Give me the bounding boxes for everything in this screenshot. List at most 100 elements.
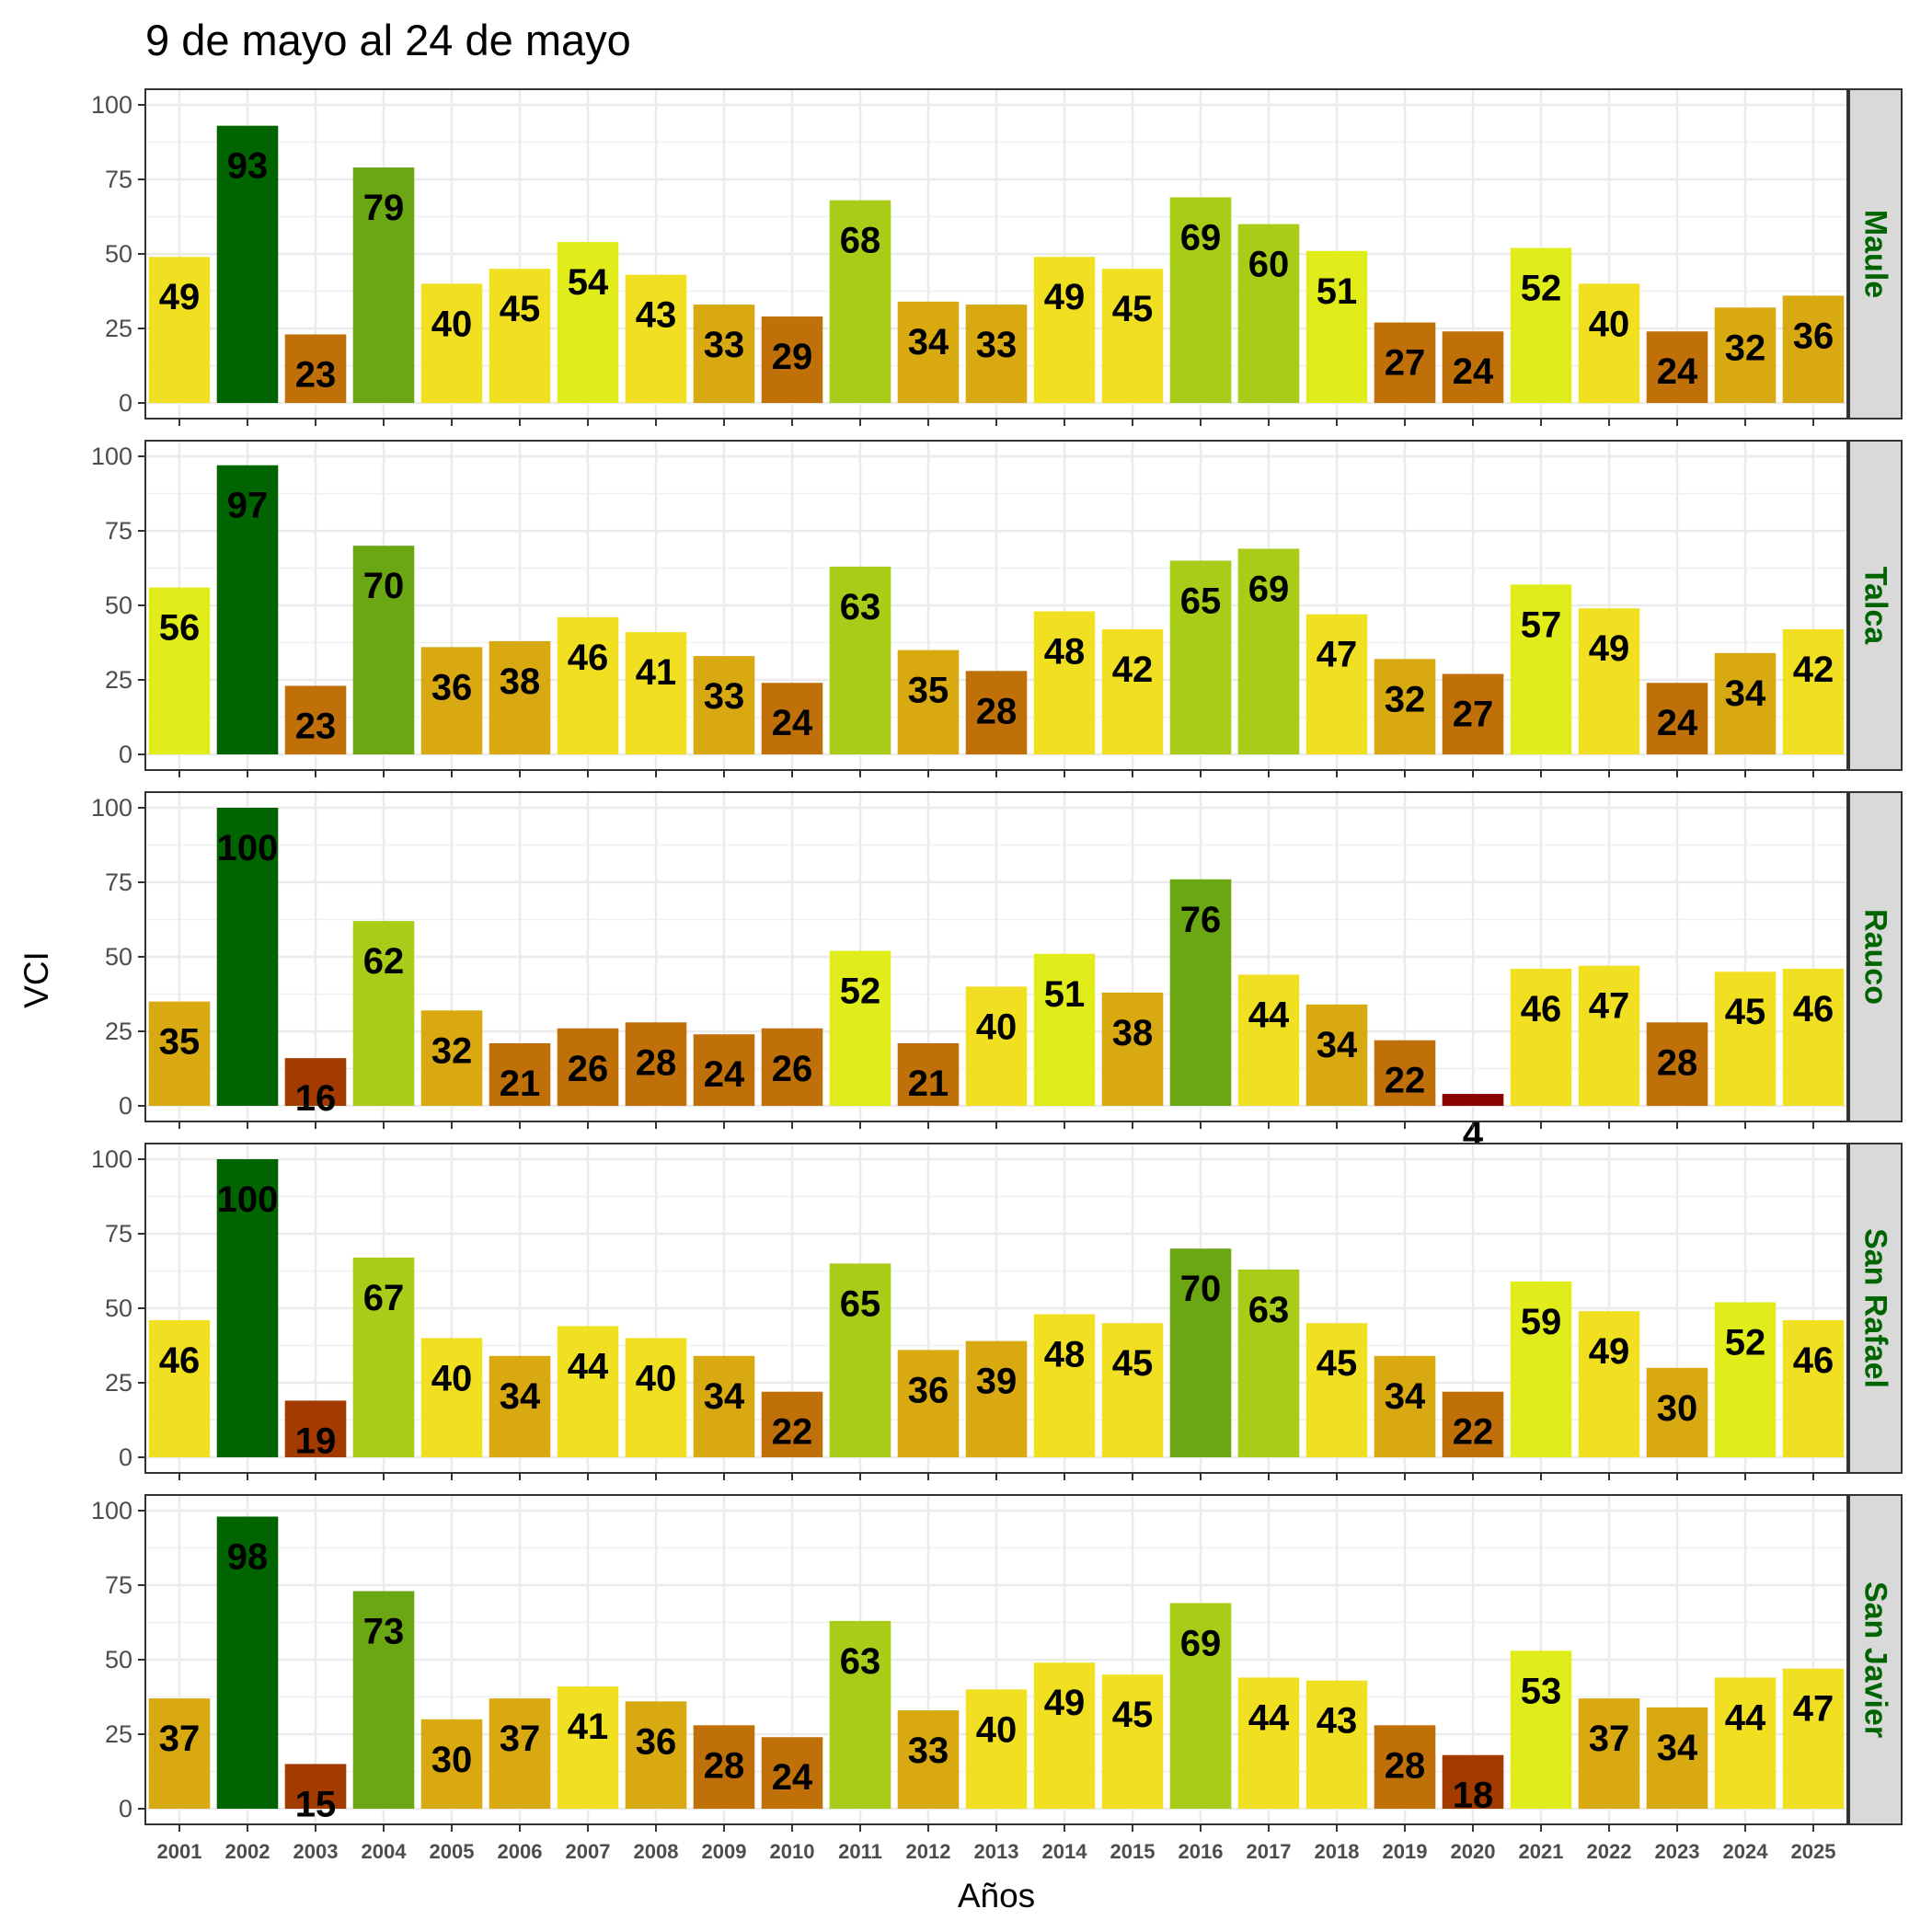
- facet-strip: [1848, 791, 1903, 1122]
- bar-value-label: 70: [1180, 1269, 1222, 1309]
- facet-strip-label: San Javier: [1858, 1581, 1893, 1738]
- bar: [420, 1719, 483, 1809]
- bar: [489, 269, 551, 403]
- bar: [420, 1338, 483, 1457]
- panel-rauco: 35 100 16 62 32 21 26 28 24 26 52 21 40 51 38 76 44 34 22 4…: [91, 791, 1903, 1155]
- bar-value-label: 34: [1317, 1025, 1358, 1065]
- bar-value-label: 42: [1793, 650, 1834, 690]
- bar-value-label: 46: [159, 1340, 201, 1381]
- bar-value-label: 67: [363, 1278, 405, 1318]
- bar-value-label: 46: [1793, 1340, 1834, 1381]
- facet-strip: [1848, 1494, 1903, 1825]
- bar-value-label: 36: [908, 1370, 949, 1410]
- bar-value-label: 21: [500, 1064, 541, 1104]
- bar-value-label: 44: [1248, 995, 1290, 1035]
- bar-value-label: 69: [1180, 1623, 1222, 1663]
- x-tick-label: 2019: [1383, 1840, 1428, 1863]
- bar: [1714, 1302, 1777, 1457]
- y-tick-label: 25: [105, 1369, 132, 1397]
- facet-strip-label: Talca: [1858, 567, 1893, 646]
- y-tick-label: 25: [105, 1720, 132, 1748]
- bar-value-label: 70: [363, 566, 405, 606]
- y-tick-label: 50: [105, 240, 132, 268]
- bar-value-label: 45: [1725, 992, 1766, 1032]
- bar-value-label: 47: [1589, 986, 1630, 1027]
- bar-value-label: 33: [908, 1731, 949, 1771]
- bar-value-label: 32: [1385, 679, 1426, 719]
- bar-value-label: 34: [1385, 1376, 1426, 1417]
- bar: [489, 1355, 551, 1457]
- bar: [1305, 614, 1368, 754]
- bar: [1305, 1323, 1368, 1457]
- bar: [1442, 673, 1504, 754]
- bar: [897, 301, 960, 403]
- panel-maule: 49 93 23 79 40 45 54 43 33 29 68 34 33 49 45 69 60 51 27 24…: [91, 88, 1903, 426]
- bar-value-label: 46: [1521, 989, 1562, 1029]
- bar-value-label: 22: [772, 1412, 813, 1453]
- bar-value-label: 33: [976, 325, 1018, 365]
- bar-value-label: 34: [1657, 1728, 1698, 1768]
- bar-value-label: 24: [772, 703, 813, 743]
- bar: [1101, 269, 1164, 403]
- bar-value-label: 49: [159, 277, 201, 317]
- bar-value-label: 52: [840, 972, 881, 1012]
- bar: [1101, 1674, 1164, 1809]
- bar: [1033, 257, 1096, 403]
- y-tick-label: 100: [91, 1145, 132, 1173]
- bar-value-label: 76: [1180, 900, 1222, 940]
- bar-value-label: 34: [1725, 673, 1766, 714]
- bar-value-label: 28: [636, 1042, 677, 1083]
- bar-value-label: 97: [227, 486, 269, 526]
- bar: [352, 546, 415, 754]
- bar-value-label: 56: [159, 608, 201, 649]
- bar-value-label: 63: [840, 587, 881, 627]
- bar-value-label: 35: [159, 1022, 201, 1063]
- bar-value-label: 28: [1385, 1745, 1426, 1786]
- bar-value-label: 40: [431, 1358, 473, 1398]
- x-tick-label: 2013: [974, 1840, 1019, 1863]
- bar: [1033, 1662, 1096, 1809]
- bar-value-label: 37: [500, 1719, 541, 1759]
- bar: [1510, 1650, 1572, 1809]
- bar-value-label: 26: [772, 1049, 813, 1089]
- y-tick-label: 50: [105, 1646, 132, 1673]
- bar: [761, 316, 823, 403]
- bar-value-label: 38: [1112, 1013, 1154, 1053]
- bar-value-label: 36: [636, 1721, 677, 1762]
- bar: [829, 1263, 891, 1457]
- bar: [829, 566, 891, 754]
- bar: [1237, 548, 1300, 754]
- bar-value-label: 28: [704, 1745, 745, 1786]
- bar: [1646, 683, 1708, 754]
- bar: [284, 334, 347, 403]
- x-tick-label: 2011: [838, 1840, 882, 1863]
- x-tick-label: 2022: [1587, 1840, 1632, 1863]
- bar: [1578, 283, 1640, 403]
- bar: [1237, 1677, 1300, 1809]
- bar: [1578, 1311, 1640, 1457]
- bar-value-label: 15: [295, 1784, 337, 1824]
- bar: [1782, 1319, 1845, 1457]
- bar-value-label: 33: [704, 676, 745, 717]
- bar: [216, 465, 279, 754]
- bar-value-label: 40: [1589, 304, 1630, 344]
- bar: [1510, 1281, 1572, 1457]
- bar-value-label: 60: [1248, 245, 1290, 285]
- y-tick-label: 100: [91, 443, 132, 470]
- bar-value-label: 32: [431, 1030, 473, 1071]
- panels: 49 93 23 79 40 45 54 43 33 29 68 34 33 49 45 69 60 51 27 24…: [91, 88, 1903, 1863]
- bar: [1374, 322, 1436, 403]
- bar-value-label: 32: [1725, 328, 1766, 368]
- bar: [1714, 1677, 1777, 1809]
- bar-value-label: 49: [1044, 277, 1086, 317]
- bar-value-label: 28: [976, 691, 1018, 731]
- bar: [352, 921, 415, 1106]
- bar-value-label: 39: [976, 1362, 1018, 1402]
- bar: [1374, 1725, 1436, 1809]
- bar: [1101, 992, 1164, 1106]
- bar-value-label: 45: [500, 289, 541, 329]
- bar: [761, 683, 823, 754]
- bar-value-label: 46: [568, 638, 609, 678]
- bar: [1237, 974, 1300, 1106]
- facet-strip-label: Maule: [1858, 210, 1893, 298]
